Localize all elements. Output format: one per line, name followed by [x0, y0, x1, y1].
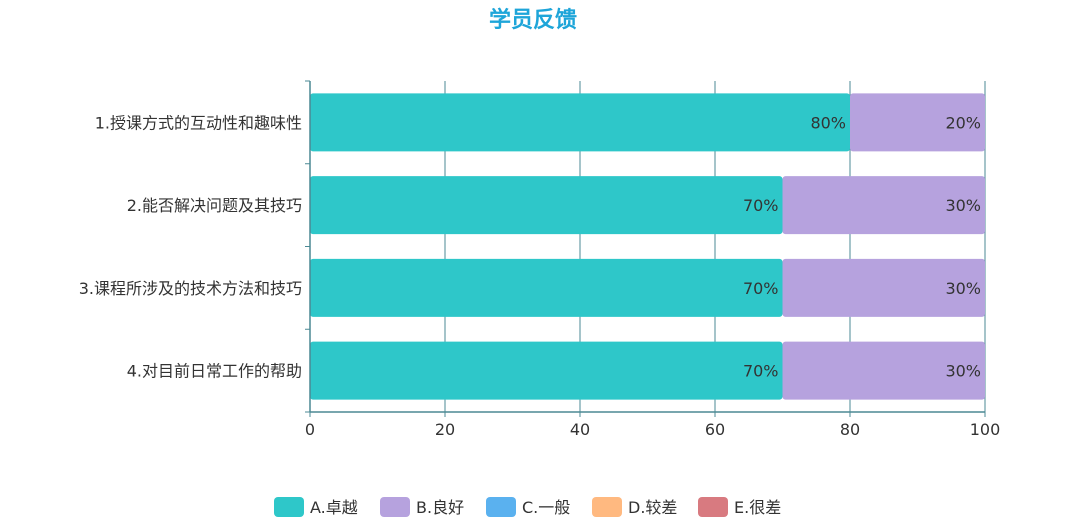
x-tick-label: 80 [840, 420, 860, 439]
legend-swatch[interactable] [380, 497, 410, 517]
bar-segment[interactable] [310, 176, 783, 235]
bar-segment[interactable] [782, 176, 986, 235]
legend-label[interactable]: E.很差 [734, 498, 781, 517]
data-label: 70% [743, 196, 779, 215]
legend-swatch[interactable] [698, 497, 728, 517]
x-tick-label: 100 [970, 420, 1001, 439]
data-label: 70% [743, 279, 779, 298]
bar-segment[interactable] [782, 341, 986, 400]
data-label: 30% [945, 362, 981, 381]
bar-segment[interactable] [310, 341, 783, 400]
data-label: 80% [810, 113, 846, 132]
category-label: 1.授课方式的互动性和趣味性 [95, 113, 302, 132]
data-label: 20% [945, 113, 981, 132]
x-tick-label: 40 [570, 420, 590, 439]
category-label: 2.能否解决问题及其技巧 [127, 196, 302, 215]
x-tick-label: 60 [705, 420, 725, 439]
bar-segment[interactable] [850, 93, 985, 152]
bar-segment[interactable] [310, 93, 850, 152]
legend-label[interactable]: C.一般 [522, 498, 570, 517]
bar-segment[interactable] [782, 258, 986, 317]
legend-swatch[interactable] [274, 497, 304, 517]
legend-label[interactable]: B.良好 [416, 498, 464, 517]
x-tick-label: 20 [435, 420, 455, 439]
data-label: 70% [743, 362, 779, 381]
category-label: 4.对目前日常工作的帮助 [127, 362, 302, 381]
category-label: 3.课程所涉及的技术方法和技巧 [79, 279, 302, 298]
data-label: 30% [945, 196, 981, 215]
legend-label[interactable]: D.较差 [628, 498, 677, 517]
bar-segment[interactable] [310, 258, 783, 317]
chart-title: 学员反馈 [488, 8, 577, 33]
legend-swatch[interactable] [592, 497, 622, 517]
legend-label[interactable]: A.卓越 [310, 498, 358, 517]
x-tick-label: 0 [305, 420, 315, 439]
legend-swatch[interactable] [486, 497, 516, 517]
data-label: 30% [945, 279, 981, 298]
